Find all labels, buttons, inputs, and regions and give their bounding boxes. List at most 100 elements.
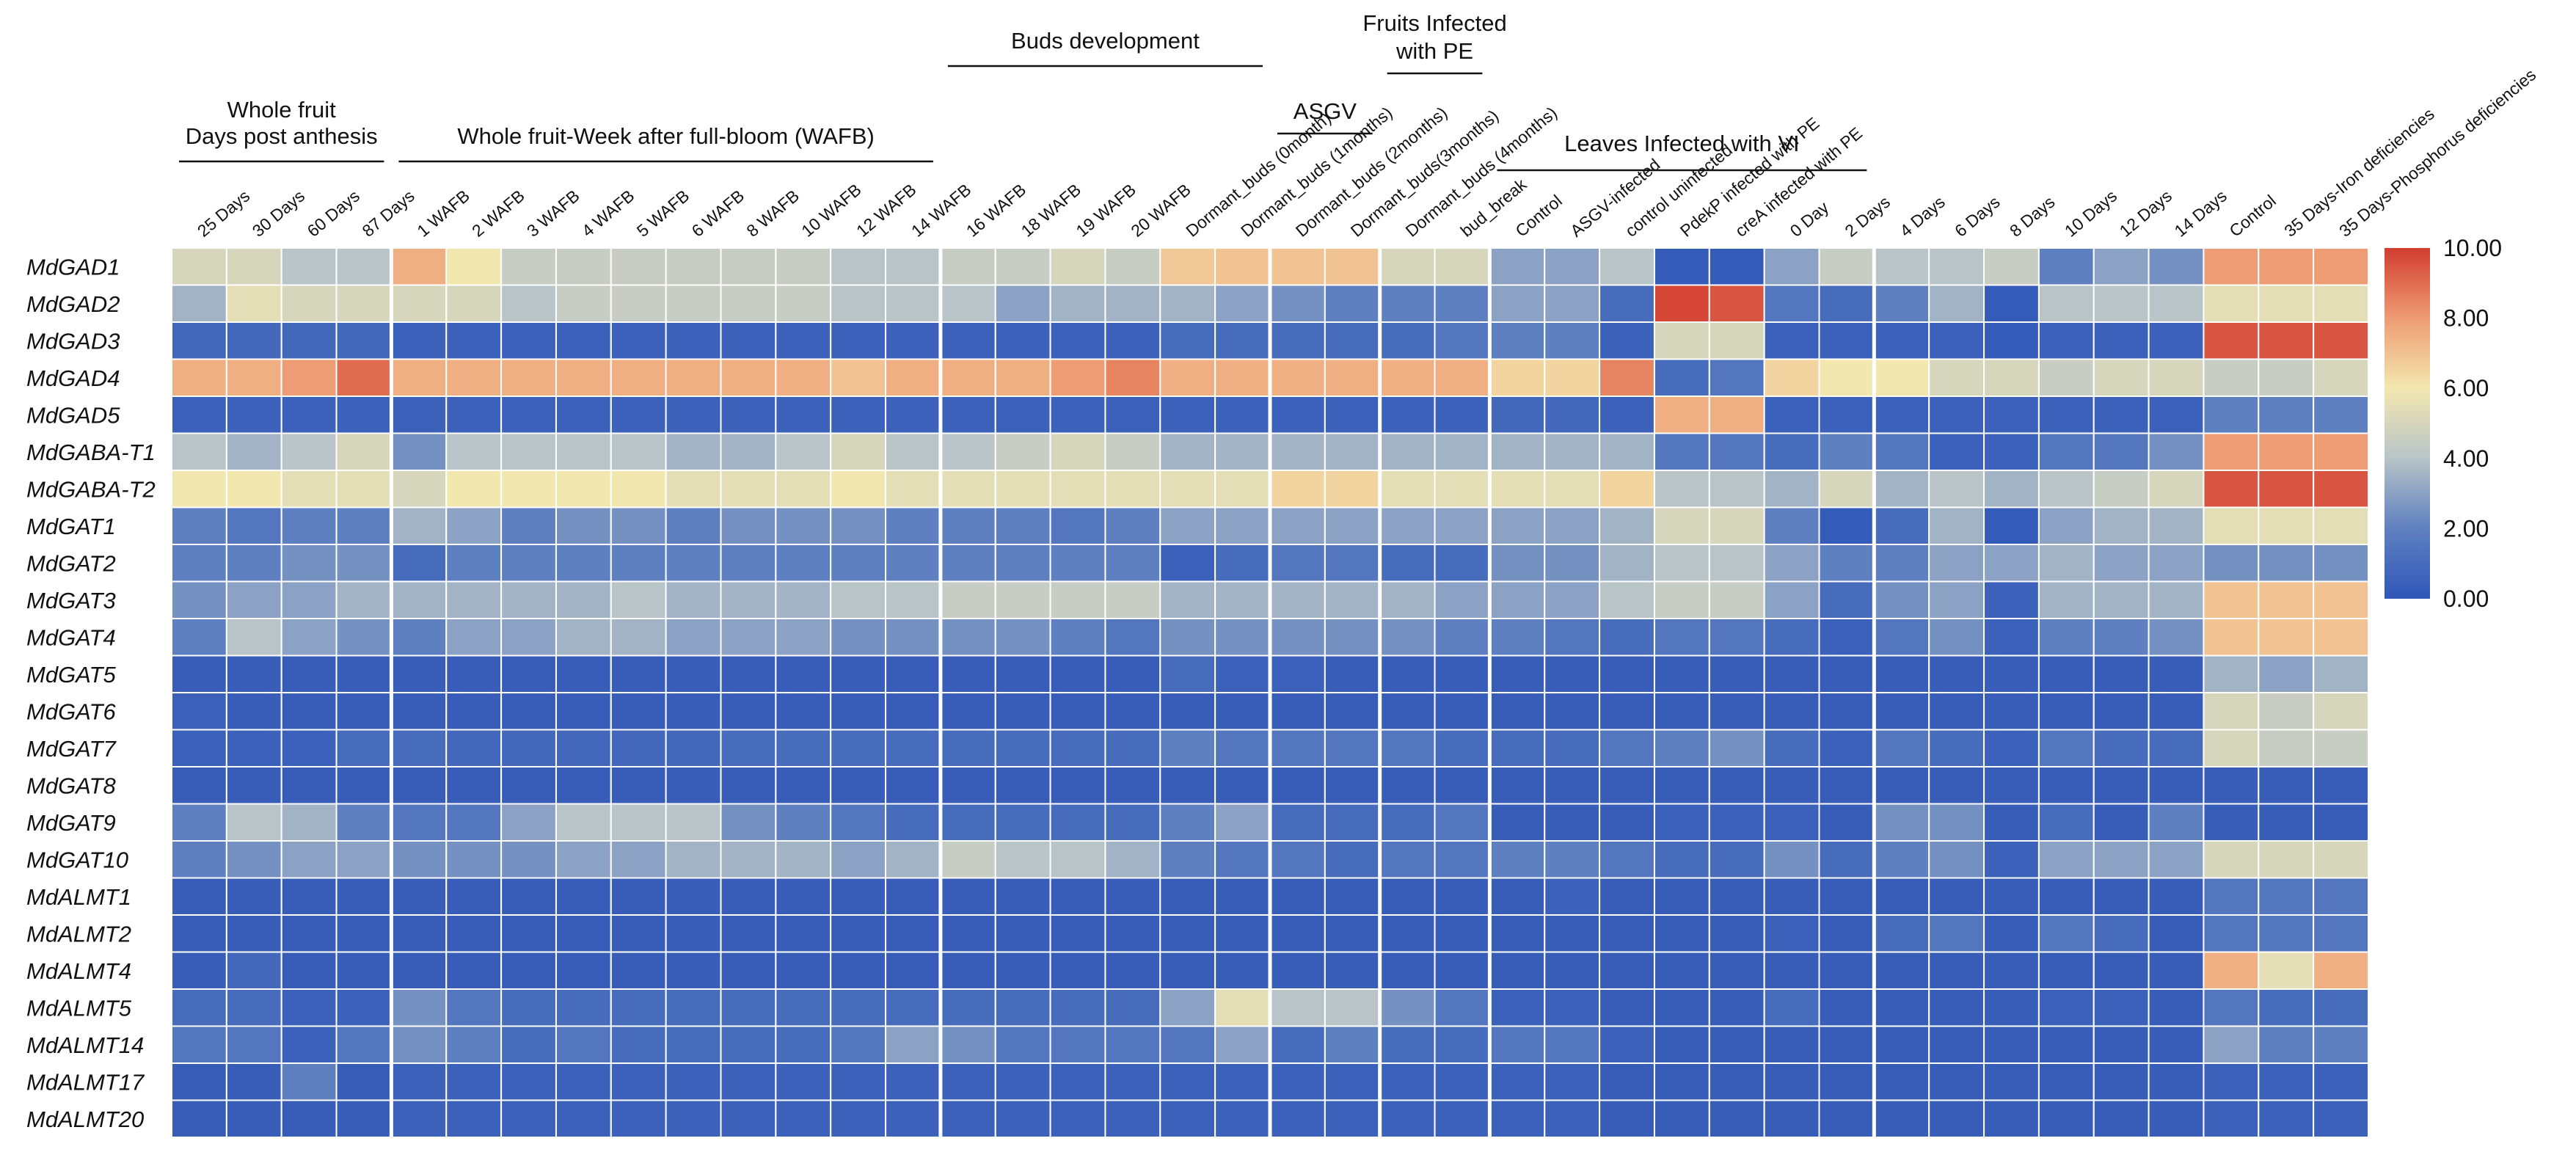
- heatmap-cell: [2203, 358, 2260, 397]
- heatmap-cell: [1269, 395, 1326, 434]
- heatmap-cell: [500, 840, 557, 879]
- heatmap-cell: [1983, 395, 2040, 434]
- heatmap-cell: [555, 655, 612, 693]
- heatmap-cell: [1214, 951, 1271, 990]
- heatmap-cell: [610, 988, 667, 1027]
- heatmap-cell: [390, 729, 448, 768]
- group-label: Fruits Infected: [1362, 10, 1506, 36]
- heatmap-cell: [1928, 506, 1985, 545]
- heatmap-cell: [885, 877, 941, 916]
- colorbar-tick-label: 6.00: [2443, 375, 2489, 401]
- heatmap-cell: [500, 914, 557, 953]
- heatmap-cell: [335, 877, 393, 916]
- heatmap-cell: [720, 618, 777, 657]
- heatmap-cell: [1104, 1062, 1161, 1101]
- heatmap-cell: [1544, 358, 1601, 397]
- heatmap-cell: [225, 321, 282, 360]
- heatmap-cell: [1379, 358, 1436, 397]
- heatmap-cell: [500, 1099, 557, 1138]
- heatmap-cell: [775, 470, 832, 508]
- heatmap-cell: [885, 988, 941, 1027]
- heatmap-cell: [390, 655, 448, 693]
- heatmap-cell: [2313, 470, 2369, 508]
- heatmap-cell: [1928, 766, 1985, 805]
- heatmap-cell: [1983, 655, 2040, 693]
- heatmap-cell: [1104, 914, 1161, 953]
- heatmap-cell: [555, 877, 612, 916]
- heatmap-cell: [2313, 580, 2369, 619]
- heatmap-cell: [500, 470, 557, 508]
- heatmap-cell: [1928, 470, 1985, 508]
- heatmap-cell: [1818, 655, 1875, 693]
- heatmap-cell: [885, 1099, 941, 1138]
- heatmap-cell: [1708, 506, 1765, 545]
- heatmap-cell: [390, 988, 448, 1027]
- heatmap-cell: [2258, 914, 2315, 953]
- heatmap-cell: [2037, 358, 2095, 397]
- heatmap-cell: [1708, 284, 1765, 323]
- row-label: MdGAT6: [26, 699, 116, 724]
- heatmap-cell: [1544, 803, 1601, 842]
- heatmap-cell: [2313, 1025, 2369, 1064]
- heatmap-cell: [1818, 580, 1875, 619]
- heatmap-cell: [2148, 692, 2205, 731]
- heatmap-cell: [171, 729, 227, 768]
- heatmap-cell: [1928, 358, 1985, 397]
- heatmap-cell: [2148, 803, 2205, 842]
- heatmap-cell: [335, 321, 393, 360]
- heatmap-cell: [2148, 358, 2205, 397]
- heatmap-cell: [1544, 692, 1601, 731]
- heatmap-cell: [830, 470, 887, 508]
- heatmap-cell: [445, 544, 503, 583]
- heatmap-cell: [830, 655, 887, 693]
- heatmap-cell: [1544, 840, 1601, 879]
- heatmap-cell: [1489, 951, 1546, 990]
- row-label: MdGAT5: [26, 662, 116, 688]
- heatmap-cell: [885, 544, 941, 583]
- heatmap-cell: [1104, 951, 1161, 990]
- heatmap-cell: [1599, 729, 1655, 768]
- heatmap-cell: [1214, 321, 1271, 360]
- heatmap-cell: [280, 729, 337, 768]
- heatmap-cell: [390, 580, 448, 619]
- heatmap-cell: [720, 729, 777, 768]
- heatmap-cell: [2092, 618, 2150, 657]
- heatmap-cell: [1324, 618, 1381, 657]
- heatmap-cell: [2258, 729, 2315, 768]
- heatmap-cell: [445, 877, 503, 916]
- heatmap-cell: [1379, 470, 1436, 508]
- heatmap-cell: [1873, 580, 1930, 619]
- heatmap-cell: [171, 247, 227, 286]
- heatmap-cell: [390, 358, 448, 397]
- heatmap-cell: [1818, 877, 1875, 916]
- colorbar-tick-label: 4.00: [2443, 445, 2489, 472]
- heatmap-cell: [1818, 358, 1875, 397]
- heatmap-cell: [390, 247, 448, 286]
- heatmap-cell: [335, 1099, 393, 1138]
- heatmap-cell: [775, 284, 832, 323]
- heatmap-cell: [610, 432, 667, 471]
- heatmap-cell: [2258, 284, 2315, 323]
- heatmap-cell: [1818, 284, 1875, 323]
- heatmap-cell: [1324, 655, 1381, 693]
- heatmap-cell: [1763, 988, 1820, 1027]
- heatmap-cell: [1928, 877, 1985, 916]
- heatmap-cell: [171, 877, 227, 916]
- heatmap-cell: [1324, 580, 1381, 619]
- heatmap-cell: [1434, 544, 1491, 583]
- heatmap-cell: [1324, 284, 1381, 323]
- heatmap-cell: [1434, 284, 1491, 323]
- heatmap-cell: [335, 951, 393, 990]
- heatmap-cell: [994, 766, 1051, 805]
- heatmap-cell: [1544, 470, 1601, 508]
- heatmap-cell: [610, 655, 667, 693]
- row-label: MdGAD4: [26, 365, 120, 391]
- heatmap-cell: [390, 877, 448, 916]
- heatmap-cell: [1544, 1025, 1601, 1064]
- heatmap-cell: [1763, 284, 1820, 323]
- heatmap-cell: [1708, 1025, 1765, 1064]
- heatmap-cell: [445, 766, 503, 805]
- heatmap-cell: [1983, 729, 2040, 768]
- heatmap-cell: [939, 321, 996, 360]
